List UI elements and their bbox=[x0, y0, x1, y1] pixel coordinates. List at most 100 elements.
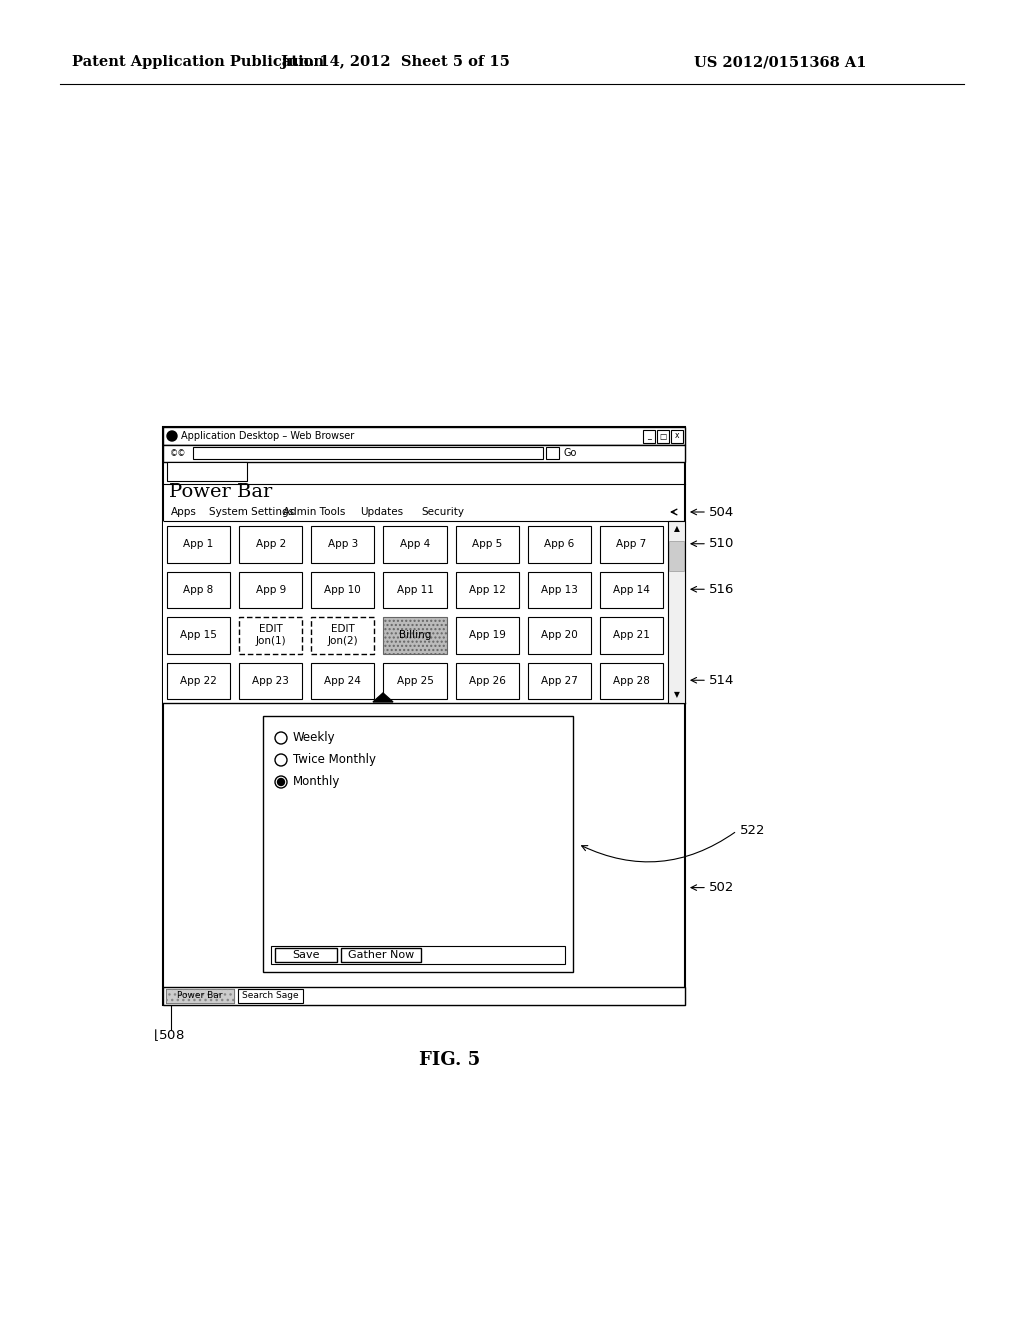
Bar bbox=[167, 663, 230, 700]
Bar bbox=[311, 572, 375, 609]
Text: _: _ bbox=[647, 432, 651, 441]
Text: Patent Application Publication: Patent Application Publication bbox=[72, 55, 324, 69]
Text: 516: 516 bbox=[709, 582, 734, 595]
Bar bbox=[163, 426, 685, 445]
Text: Power Bar: Power Bar bbox=[169, 483, 272, 502]
Text: Gather Now: Gather Now bbox=[348, 950, 414, 960]
Bar bbox=[600, 572, 663, 609]
Bar bbox=[271, 946, 565, 964]
Text: Updates: Updates bbox=[360, 507, 403, 517]
Bar bbox=[167, 525, 230, 562]
Text: App 11: App 11 bbox=[396, 585, 433, 595]
Text: Admin Tools: Admin Tools bbox=[283, 507, 345, 517]
Circle shape bbox=[278, 779, 285, 785]
Bar bbox=[456, 616, 519, 653]
Text: App 1: App 1 bbox=[183, 540, 214, 549]
Circle shape bbox=[167, 432, 177, 441]
Text: App 14: App 14 bbox=[613, 585, 650, 595]
Bar bbox=[163, 426, 685, 1005]
Bar bbox=[163, 445, 685, 462]
Bar bbox=[163, 987, 685, 1005]
Bar bbox=[383, 663, 446, 700]
Bar bbox=[240, 525, 302, 562]
Text: Web Desktop: Web Desktop bbox=[175, 469, 240, 478]
Bar bbox=[167, 462, 247, 480]
Text: Save: Save bbox=[292, 950, 319, 960]
Text: x: x bbox=[675, 432, 679, 441]
Text: App 5: App 5 bbox=[472, 540, 502, 549]
Bar bbox=[600, 525, 663, 562]
Text: FIG. 5: FIG. 5 bbox=[420, 1051, 480, 1069]
Bar bbox=[527, 572, 591, 609]
Polygon shape bbox=[373, 693, 393, 702]
Text: App 24: App 24 bbox=[325, 676, 361, 686]
Text: App 23: App 23 bbox=[252, 676, 289, 686]
Text: 510: 510 bbox=[709, 537, 734, 550]
Text: 522: 522 bbox=[740, 824, 766, 837]
Bar bbox=[163, 521, 685, 704]
Bar bbox=[311, 525, 375, 562]
Text: ▲: ▲ bbox=[674, 524, 680, 533]
Text: ►: ► bbox=[549, 450, 555, 455]
Bar bbox=[456, 663, 519, 700]
Bar bbox=[546, 447, 559, 459]
Text: App 12: App 12 bbox=[469, 585, 506, 595]
Bar bbox=[383, 616, 446, 653]
Bar bbox=[263, 715, 573, 972]
Text: Weekly: Weekly bbox=[293, 731, 336, 744]
Bar bbox=[166, 989, 234, 1003]
Text: App 26: App 26 bbox=[469, 676, 506, 686]
Bar bbox=[383, 572, 446, 609]
Text: EDIT
Jon(1): EDIT Jon(1) bbox=[255, 624, 286, 645]
Text: 502: 502 bbox=[709, 882, 734, 894]
Text: App 9: App 9 bbox=[256, 585, 286, 595]
Text: Power Bar: Power Bar bbox=[177, 991, 223, 1001]
Text: App 8: App 8 bbox=[183, 585, 214, 595]
Bar bbox=[669, 541, 684, 572]
Bar bbox=[456, 525, 519, 562]
Text: EDIT
Jon(2): EDIT Jon(2) bbox=[328, 624, 358, 645]
Bar bbox=[657, 430, 669, 444]
Text: 514: 514 bbox=[709, 673, 734, 686]
Bar bbox=[193, 447, 543, 459]
Text: □: □ bbox=[659, 432, 667, 441]
Bar bbox=[167, 572, 230, 609]
Text: App 28: App 28 bbox=[613, 676, 650, 686]
Text: App 13: App 13 bbox=[541, 585, 578, 595]
Bar bbox=[275, 948, 337, 962]
Text: App 4: App 4 bbox=[400, 540, 430, 549]
Bar bbox=[311, 616, 375, 653]
Bar bbox=[643, 430, 655, 444]
Bar bbox=[456, 572, 519, 609]
Text: 504: 504 bbox=[709, 506, 734, 519]
Text: App 15: App 15 bbox=[180, 630, 217, 640]
Text: Application Desktop – Web Browser: Application Desktop – Web Browser bbox=[181, 432, 354, 441]
Text: ©©: ©© bbox=[170, 450, 186, 458]
Bar bbox=[600, 663, 663, 700]
Text: Twice Monthly: Twice Monthly bbox=[293, 754, 376, 767]
Bar bbox=[668, 521, 685, 704]
Bar bbox=[383, 525, 446, 562]
Text: $\lfloor$508: $\lfloor$508 bbox=[153, 1027, 184, 1043]
Bar bbox=[238, 989, 303, 1003]
Bar bbox=[527, 663, 591, 700]
Bar bbox=[671, 430, 683, 444]
Text: App 6: App 6 bbox=[544, 540, 574, 549]
Text: App 10: App 10 bbox=[325, 585, 361, 595]
Text: App 27: App 27 bbox=[541, 676, 578, 686]
Text: App 21: App 21 bbox=[613, 630, 650, 640]
Text: Security: Security bbox=[421, 507, 464, 517]
Bar bbox=[527, 616, 591, 653]
Text: App 20: App 20 bbox=[541, 630, 578, 640]
Text: App 2: App 2 bbox=[256, 540, 286, 549]
Text: US 2012/0151368 A1: US 2012/0151368 A1 bbox=[693, 55, 866, 69]
Bar bbox=[600, 616, 663, 653]
Text: App 19: App 19 bbox=[469, 630, 506, 640]
Text: Go: Go bbox=[563, 447, 577, 458]
Bar bbox=[311, 663, 375, 700]
Text: Search Sage: Search Sage bbox=[242, 991, 298, 1001]
Bar bbox=[240, 572, 302, 609]
Text: Billing: Billing bbox=[398, 630, 431, 640]
Bar bbox=[341, 948, 421, 962]
Text: App 3: App 3 bbox=[328, 540, 358, 549]
